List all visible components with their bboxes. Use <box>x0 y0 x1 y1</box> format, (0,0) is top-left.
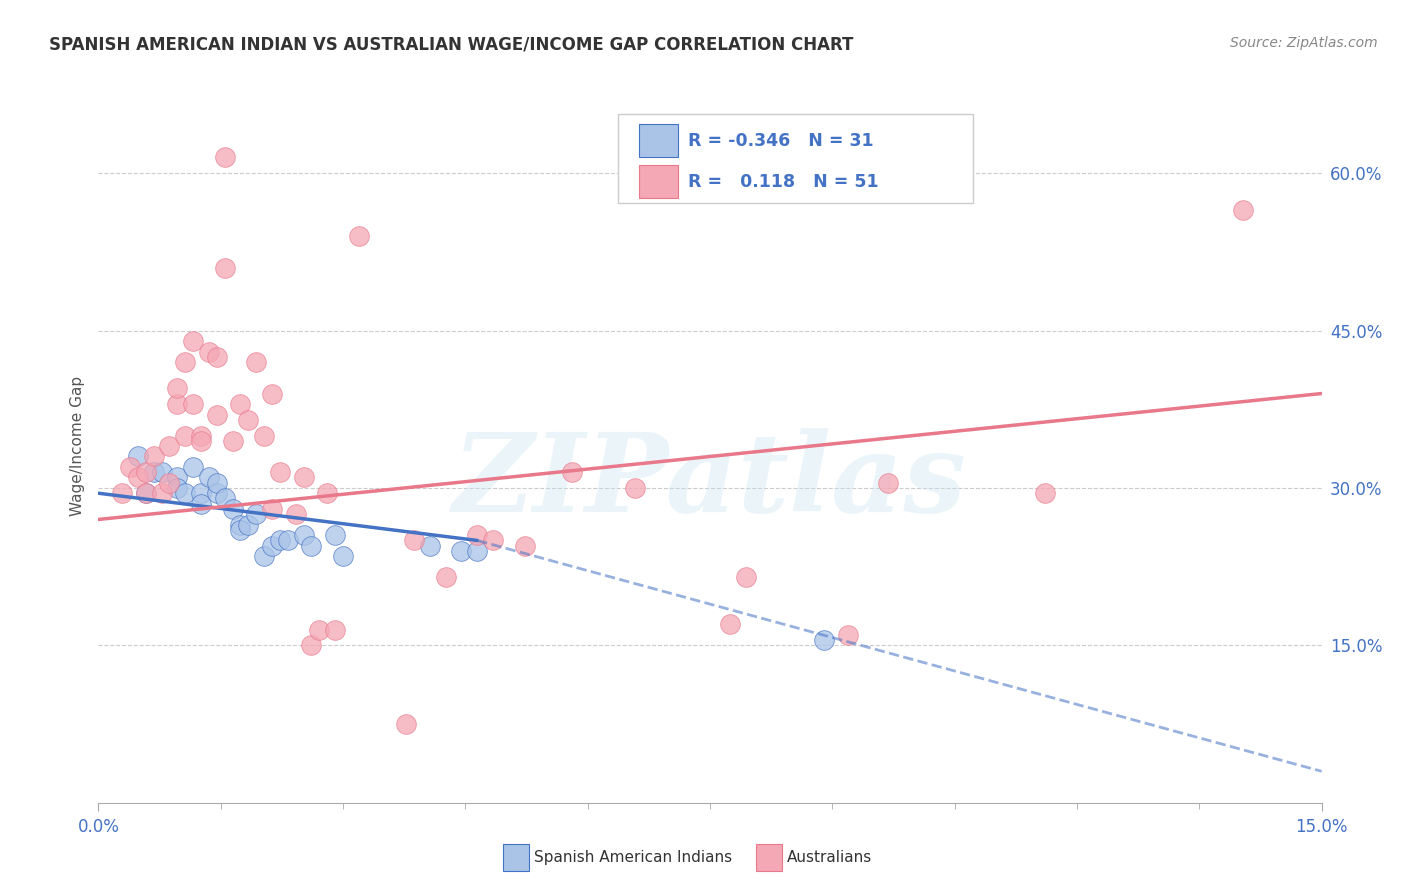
Point <box>205 408 228 422</box>
Point <box>465 544 488 558</box>
Point <box>166 381 188 395</box>
Text: ZIPatlas: ZIPatlas <box>453 428 967 535</box>
FancyBboxPatch shape <box>619 114 973 203</box>
Point <box>876 475 898 490</box>
Point <box>718 617 741 632</box>
Point <box>269 533 291 548</box>
Point <box>253 428 276 442</box>
Point <box>1232 202 1254 217</box>
Point <box>150 486 173 500</box>
Point <box>166 481 188 495</box>
Point <box>159 475 181 490</box>
Point <box>301 539 323 553</box>
Point <box>205 475 228 490</box>
Point <box>127 470 149 484</box>
Text: Source: ZipAtlas.com: Source: ZipAtlas.com <box>1230 36 1378 50</box>
Point <box>174 355 197 369</box>
Point <box>198 470 221 484</box>
Point <box>142 450 165 464</box>
FancyBboxPatch shape <box>640 165 678 198</box>
Point <box>214 491 236 506</box>
Point <box>142 465 165 479</box>
Point <box>150 465 173 479</box>
Point <box>205 486 228 500</box>
Point <box>260 539 283 553</box>
Point <box>245 507 267 521</box>
Point <box>181 460 204 475</box>
Point <box>205 350 228 364</box>
Point <box>135 486 157 500</box>
Point <box>166 470 188 484</box>
Point <box>284 507 307 521</box>
Point <box>118 460 141 475</box>
Point <box>111 486 134 500</box>
Text: R = -0.346   N = 31: R = -0.346 N = 31 <box>688 132 873 150</box>
Point <box>166 397 188 411</box>
Point <box>221 502 243 516</box>
Point <box>404 533 426 548</box>
Point <box>229 397 252 411</box>
Point <box>482 533 505 548</box>
Text: Australians: Australians <box>787 850 873 864</box>
Point <box>260 386 283 401</box>
Point <box>238 413 260 427</box>
Point <box>260 502 283 516</box>
FancyBboxPatch shape <box>640 124 678 157</box>
Point <box>159 439 181 453</box>
Point <box>323 623 346 637</box>
Point <box>127 450 149 464</box>
Point <box>561 465 583 479</box>
Point <box>221 434 243 448</box>
Point <box>190 428 212 442</box>
Point <box>174 428 197 442</box>
Point <box>214 260 236 275</box>
Point <box>277 533 299 548</box>
Point <box>269 465 291 479</box>
Point <box>198 344 221 359</box>
Point <box>229 523 252 537</box>
Point <box>181 334 204 348</box>
Y-axis label: Wage/Income Gap: Wage/Income Gap <box>69 376 84 516</box>
Point <box>513 539 536 553</box>
Point <box>301 639 323 653</box>
Point <box>238 517 260 532</box>
Point <box>465 528 488 542</box>
Text: R =   0.118   N = 51: R = 0.118 N = 51 <box>688 173 879 191</box>
Point <box>734 570 756 584</box>
Point <box>292 470 315 484</box>
Point <box>624 481 647 495</box>
Point <box>316 486 339 500</box>
Point <box>332 549 354 564</box>
Text: Spanish American Indians: Spanish American Indians <box>534 850 733 864</box>
Point <box>181 397 204 411</box>
Point <box>837 628 859 642</box>
Point <box>190 434 212 448</box>
Point <box>190 497 212 511</box>
Point <box>434 570 457 584</box>
Point <box>245 355 267 369</box>
Point <box>174 486 197 500</box>
Text: SPANISH AMERICAN INDIAN VS AUSTRALIAN WAGE/INCOME GAP CORRELATION CHART: SPANISH AMERICAN INDIAN VS AUSTRALIAN WA… <box>49 36 853 54</box>
Point <box>229 517 252 532</box>
Point <box>395 717 418 731</box>
Point <box>292 528 315 542</box>
Point <box>450 544 472 558</box>
Point <box>323 528 346 542</box>
Point <box>253 549 276 564</box>
Point <box>347 229 370 244</box>
Point <box>214 150 236 164</box>
Point <box>419 539 441 553</box>
Point <box>135 486 157 500</box>
Point <box>308 623 330 637</box>
Point <box>190 486 212 500</box>
Point <box>813 633 835 648</box>
Point <box>135 465 157 479</box>
Point <box>1035 486 1057 500</box>
